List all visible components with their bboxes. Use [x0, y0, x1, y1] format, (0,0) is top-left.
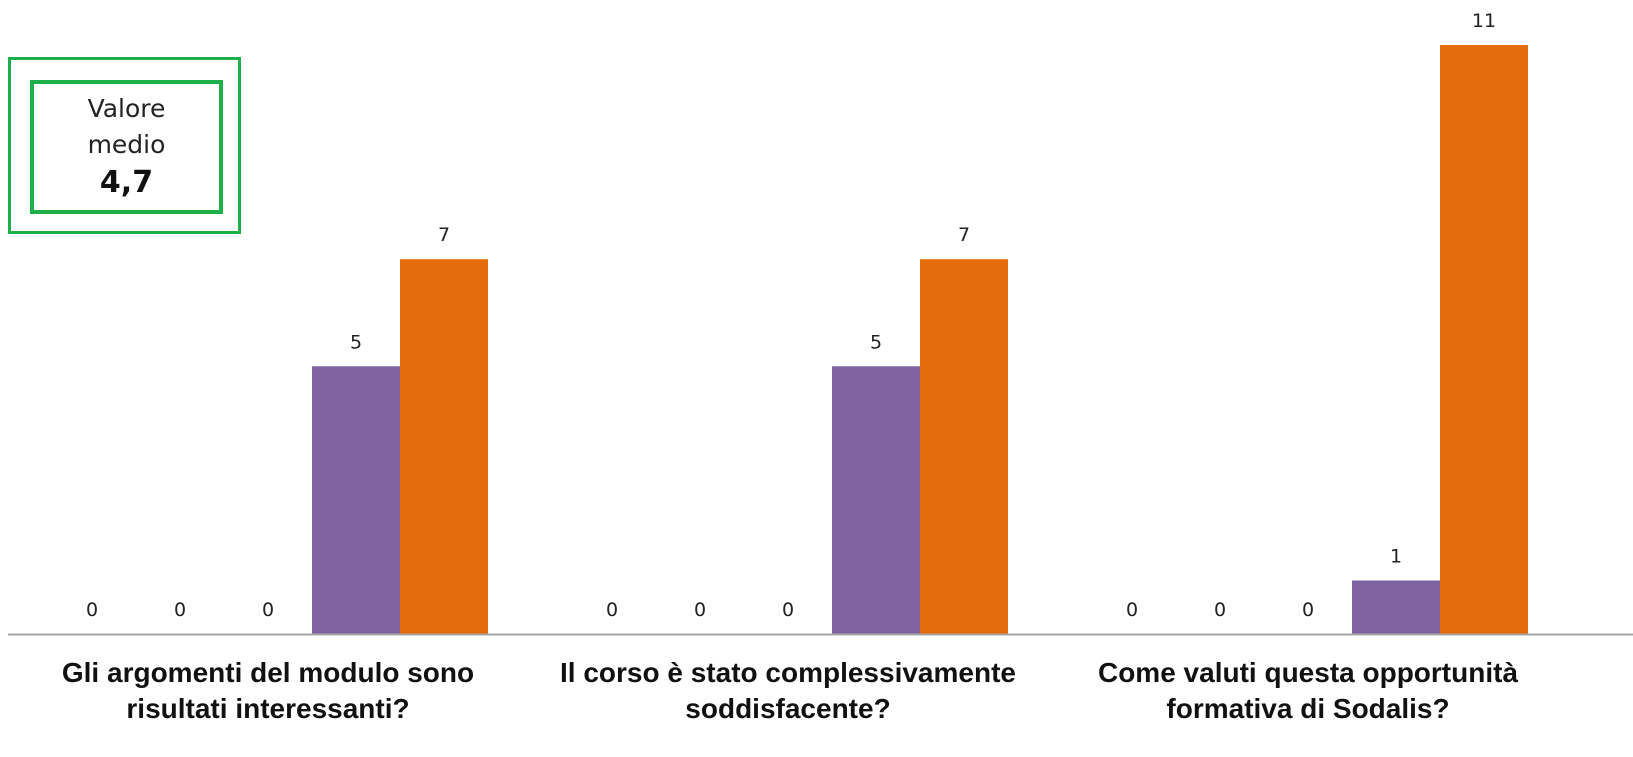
bar — [832, 366, 920, 634]
data-label: 11 — [1472, 10, 1496, 32]
category-label: Come valuti questa opportunità formativa … — [1098, 657, 1518, 724]
data-label: 0 — [1126, 599, 1138, 621]
data-label: 5 — [870, 331, 882, 353]
data-label: 0 — [782, 599, 794, 621]
data-label: 5 — [350, 331, 362, 353]
data-label: 7 — [958, 224, 970, 246]
bar — [1352, 580, 1440, 634]
data-label: 0 — [606, 599, 618, 621]
average-label: Valore medio — [87, 94, 166, 159]
category-label: Gli argomenti del modulo sono risultati i… — [62, 657, 474, 724]
data-label: 0 — [694, 599, 706, 621]
bar — [400, 259, 488, 634]
bar — [1440, 45, 1528, 634]
data-label: 0 — [174, 599, 186, 621]
average-box-inner: Valore medio 4,7 — [30, 80, 223, 214]
data-label: 0 — [262, 599, 274, 621]
data-label: 7 — [438, 224, 450, 246]
data-label: 1 — [1390, 545, 1402, 567]
average-box-outer: Valore medio 4,7 — [8, 57, 241, 234]
data-label: 0 — [86, 599, 98, 621]
bar — [312, 366, 400, 634]
bar — [920, 259, 1008, 634]
data-label: 0 — [1302, 599, 1314, 621]
average-value: 4,7 — [99, 165, 154, 200]
category-label: Il corso è stato complessivamente soddisf… — [560, 657, 1016, 724]
data-label: 0 — [1214, 599, 1226, 621]
